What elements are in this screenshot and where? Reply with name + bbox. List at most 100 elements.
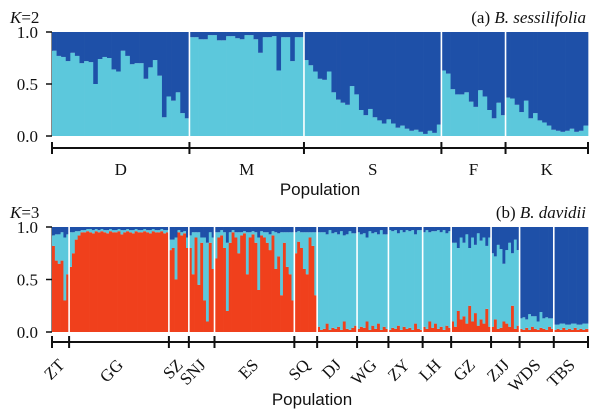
bar-segment-light-blue bbox=[354, 94, 360, 136]
bar-segment-dark-blue bbox=[175, 32, 181, 93]
bar-segment-red bbox=[382, 326, 386, 332]
bar-segment-dark-blue bbox=[129, 32, 135, 65]
bar-segment-red bbox=[320, 329, 324, 332]
bar-segment-light-blue bbox=[57, 234, 61, 264]
bar-segment-light-blue bbox=[345, 104, 351, 136]
bar-segment-dark-blue bbox=[508, 227, 512, 243]
bar-segment-light-blue bbox=[354, 233, 358, 326]
bar-segment-red bbox=[86, 231, 90, 332]
bar-segment-dark-blue bbox=[281, 32, 286, 38]
bar-segment-dark-blue bbox=[297, 227, 301, 232]
bar-segment-light-blue bbox=[530, 316, 535, 327]
bar-segment-light-blue bbox=[234, 232, 238, 238]
bar-segment-dark-blue bbox=[211, 227, 215, 238]
bar-segment-dark-blue bbox=[320, 227, 324, 233]
bar-segment-red bbox=[245, 274, 250, 332]
bar-segment-light-blue bbox=[423, 133, 429, 136]
bar-segment-light-blue bbox=[94, 229, 98, 232]
bar-segment-dark-blue bbox=[157, 227, 161, 231]
bar-segment-light-blue bbox=[377, 120, 383, 136]
bar-segment-dark-blue bbox=[560, 32, 566, 132]
bar-segment-light-blue bbox=[276, 70, 282, 136]
bar-segment-dark-blue bbox=[60, 227, 64, 233]
bar-segment-dark-blue bbox=[473, 227, 478, 245]
bar-segment-dark-blue bbox=[239, 32, 245, 40]
bar-segment-dark-blue bbox=[217, 227, 221, 233]
bar-segment-dark-blue bbox=[160, 227, 164, 230]
bar-segment-red bbox=[74, 239, 79, 332]
bar-segment-dark-blue bbox=[245, 227, 250, 233]
bar-segment-light-blue bbox=[248, 232, 252, 238]
bar-segment-dark-blue bbox=[349, 32, 355, 87]
bar-segment-dark-blue bbox=[478, 32, 483, 91]
bar-segment-light-blue bbox=[66, 234, 70, 275]
bar-segment-red bbox=[120, 234, 124, 332]
bar-segment-light-blue bbox=[70, 52, 76, 136]
bar-segment-dark-blue bbox=[556, 227, 560, 325]
bar-segment-light-blue bbox=[111, 69, 117, 136]
bar-segment-light-blue bbox=[542, 122, 548, 136]
bar-segment-dark-blue bbox=[288, 227, 292, 233]
bar-segment-dark-blue bbox=[93, 32, 99, 84]
bar-segment-dark-blue bbox=[326, 32, 332, 72]
bar-segment-red bbox=[405, 328, 409, 332]
bar-segment-light-blue bbox=[175, 92, 181, 136]
bar-segment-light-blue bbox=[419, 230, 423, 330]
bar-segment-dark-blue bbox=[102, 32, 108, 57]
bar-segment-light-blue bbox=[328, 230, 332, 330]
bar-segment-dark-blue bbox=[143, 227, 147, 230]
bar-segment-dark-blue bbox=[322, 227, 327, 233]
bar-segment-dark-blue bbox=[109, 227, 113, 230]
bar-segment-dark-blue bbox=[83, 227, 87, 231]
bar-segment-light-blue bbox=[180, 232, 184, 236]
bar-segment-light-blue bbox=[225, 242, 230, 311]
bar-segment-red bbox=[354, 325, 358, 332]
bar-segment-dark-blue bbox=[285, 227, 289, 233]
bar-segment-light-blue bbox=[317, 232, 321, 327]
bar-segment-dark-blue bbox=[482, 32, 488, 97]
bar-segment-dark-blue bbox=[311, 227, 315, 233]
bar-segment-light-blue bbox=[97, 230, 101, 233]
bar-segment-light-blue bbox=[391, 231, 395, 328]
bar-segment-light-blue bbox=[450, 89, 456, 136]
bar-segment-dark-blue bbox=[220, 227, 224, 231]
bar-segment-red bbox=[166, 232, 170, 332]
bar-segment-red bbox=[117, 231, 121, 332]
bar-segment-red bbox=[257, 290, 261, 332]
bar-segment-light-blue bbox=[445, 73, 451, 136]
bar-segment-light-blue bbox=[305, 232, 309, 275]
bar-segment-light-blue bbox=[574, 131, 580, 136]
bar-segment-red bbox=[445, 325, 449, 332]
bar-segment-light-blue bbox=[519, 112, 525, 136]
bar-segment-light-blue bbox=[471, 237, 475, 322]
bar-segment-light-blue bbox=[546, 125, 552, 136]
bar-segment-light-blue bbox=[418, 131, 424, 136]
bar-segment-light-blue bbox=[230, 36, 236, 136]
bar-segment-light-blue bbox=[281, 37, 286, 137]
bar-segment-dark-blue bbox=[464, 32, 470, 93]
bar-segment-dark-blue bbox=[409, 32, 415, 131]
bar-segment-red bbox=[345, 328, 349, 332]
bar-segment-red bbox=[311, 245, 315, 332]
bar-segment-dark-blue bbox=[533, 32, 538, 114]
bar-segment-light-blue bbox=[422, 232, 426, 327]
bar-segment-dark-blue bbox=[290, 32, 296, 62]
bar-segment-dark-blue bbox=[482, 227, 486, 238]
bar-segment-light-blue bbox=[297, 231, 301, 242]
bar-segment-light-blue bbox=[134, 63, 140, 137]
bar-segment-light-blue bbox=[331, 92, 337, 136]
bar-segment-dark-blue bbox=[551, 32, 557, 130]
bar-segment-dark-blue bbox=[539, 227, 543, 313]
bar-segment-dark-blue bbox=[456, 227, 461, 248]
bar-segment-light-blue bbox=[140, 230, 144, 233]
bar-segment-light-blue bbox=[559, 323, 563, 330]
bar-segment-light-blue bbox=[371, 233, 375, 326]
bar-segment-dark-blue bbox=[465, 227, 469, 235]
bar-segment-light-blue bbox=[191, 232, 195, 275]
bar-segment-red bbox=[414, 323, 418, 332]
bar-segment-light-blue bbox=[143, 229, 147, 232]
bar-segment-dark-blue bbox=[536, 227, 540, 322]
bar-segment-light-blue bbox=[311, 232, 315, 246]
bar-segment-dark-blue bbox=[562, 227, 566, 324]
bar-segment-light-blue bbox=[126, 229, 130, 232]
